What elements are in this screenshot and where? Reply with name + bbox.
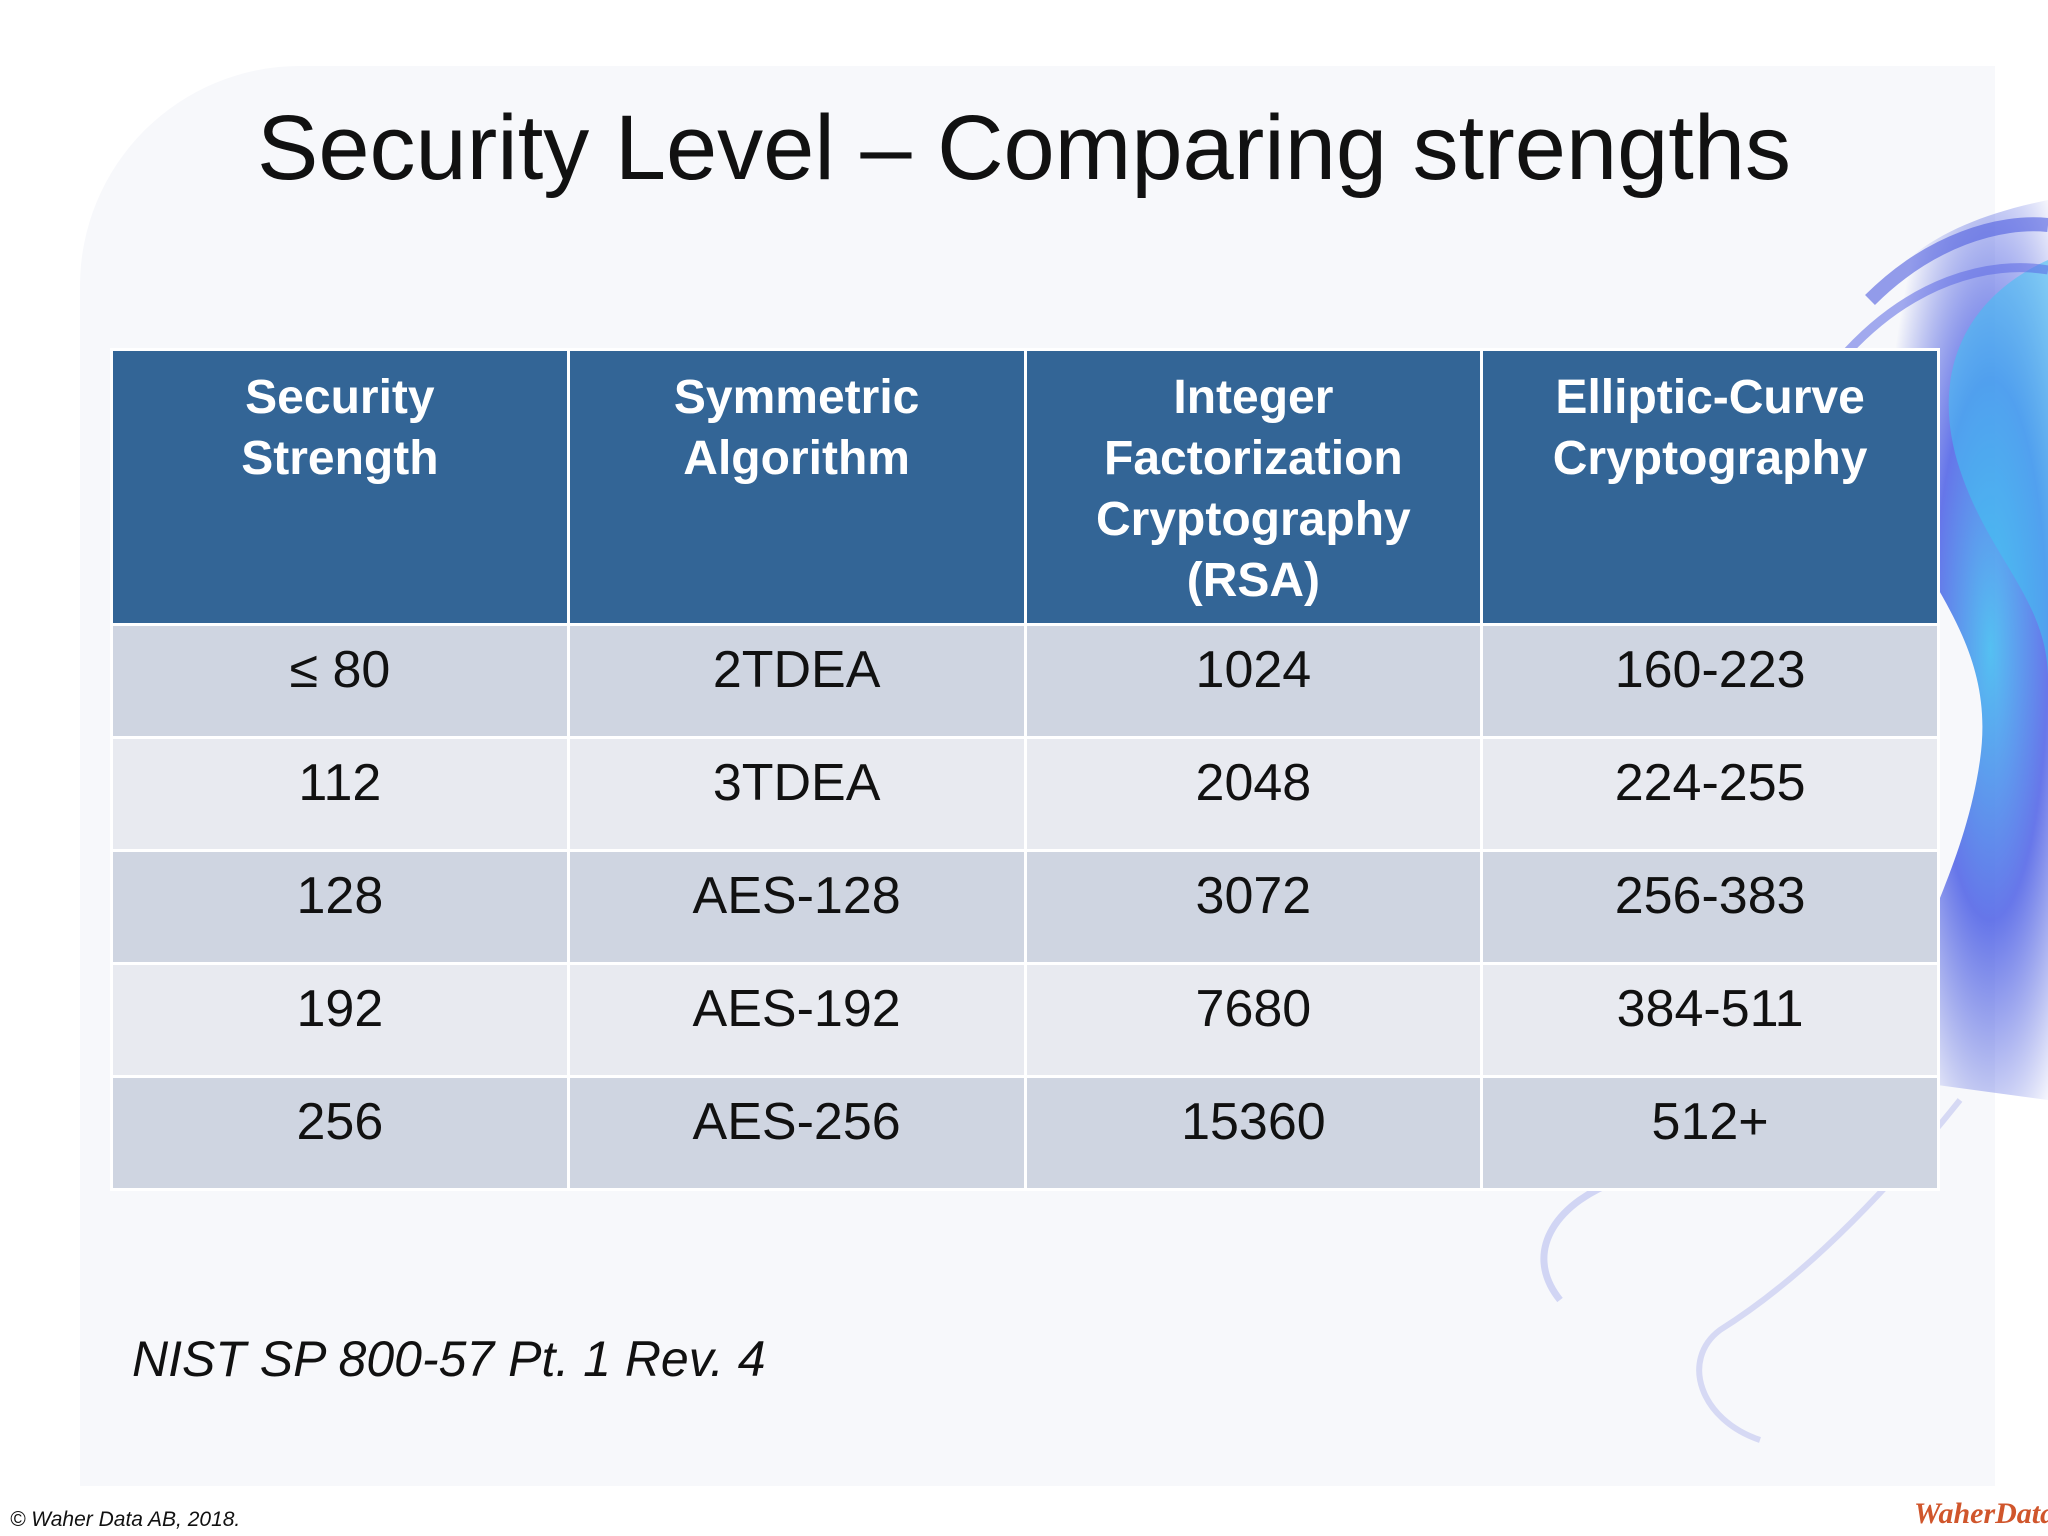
table-header-row: Security Strength Symmetric Algorithm In… [110, 348, 1940, 626]
header-symmetric-algorithm: Symmetric Algorithm [566, 348, 1027, 626]
table-row: ≤ 80 2TDEA 1024 160-223 [110, 623, 1940, 739]
table-cell: 2048 [1023, 736, 1484, 852]
table-cell: ≤ 80 [110, 623, 570, 739]
table-cell: 7680 [1023, 962, 1484, 1078]
table-cell: 2TDEA [566, 623, 1027, 739]
copyright-notice: © Waher Data AB, 2018. [10, 1508, 241, 1531]
table-row: 192 AES-192 7680 384-511 [110, 962, 1940, 1078]
header-elliptic-curve: Elliptic-Curve Cryptography [1480, 348, 1940, 626]
header-text: (RSA) [1186, 554, 1321, 607]
header-text: Algorithm [683, 432, 910, 485]
security-strength-table: Security Strength Symmetric Algorithm In… [110, 348, 1940, 1191]
header-text: Integer [1173, 371, 1334, 424]
table-cell: 128 [110, 849, 570, 965]
table-cell: AES-192 [566, 962, 1027, 1078]
header-text: Elliptic-Curve [1555, 371, 1865, 424]
table-cell: 160-223 [1480, 623, 1940, 739]
slide-title: Security Level – Comparing strengths [256, 97, 1792, 199]
table-row: 256 AES-256 15360 512+ [110, 1075, 1940, 1191]
header-text: Strength [241, 432, 439, 485]
header-text: Factorization [1104, 432, 1403, 485]
waher-data-logo: WaherData [1914, 1497, 2048, 1530]
security-strength-table-container: Security Strength Symmetric Algorithm In… [110, 348, 1940, 1191]
table-cell: AES-128 [566, 849, 1027, 965]
header-security-strength: Security Strength [110, 348, 570, 626]
table-cell: 3072 [1023, 849, 1484, 965]
table-cell: 3TDEA [566, 736, 1027, 852]
table-cell: 1024 [1023, 623, 1484, 739]
table-cell: 112 [110, 736, 570, 852]
table-cell: 256 [110, 1075, 570, 1191]
header-text: Symmetric [673, 371, 920, 424]
table-cell: 384-511 [1480, 962, 1940, 1078]
header-text: Security [245, 371, 435, 424]
table-cell: AES-256 [566, 1075, 1027, 1191]
table-cell: 256-383 [1480, 849, 1940, 965]
table-cell: 512+ [1480, 1075, 1940, 1191]
table-cell: 15360 [1023, 1075, 1484, 1191]
table-cell: 224-255 [1480, 736, 1940, 852]
table-row: 112 3TDEA 2048 224-255 [110, 736, 1940, 852]
table-row: 128 AES-128 3072 256-383 [110, 849, 1940, 965]
source-citation: NIST SP 800-57 Pt. 1 Rev. 4 [132, 1331, 766, 1387]
header-text: Cryptography [1552, 432, 1868, 485]
header-text: Cryptography [1096, 493, 1411, 546]
table-cell: 192 [110, 962, 570, 1078]
header-integer-factorization: Integer Factorization Cryptography (RSA) [1023, 348, 1484, 626]
